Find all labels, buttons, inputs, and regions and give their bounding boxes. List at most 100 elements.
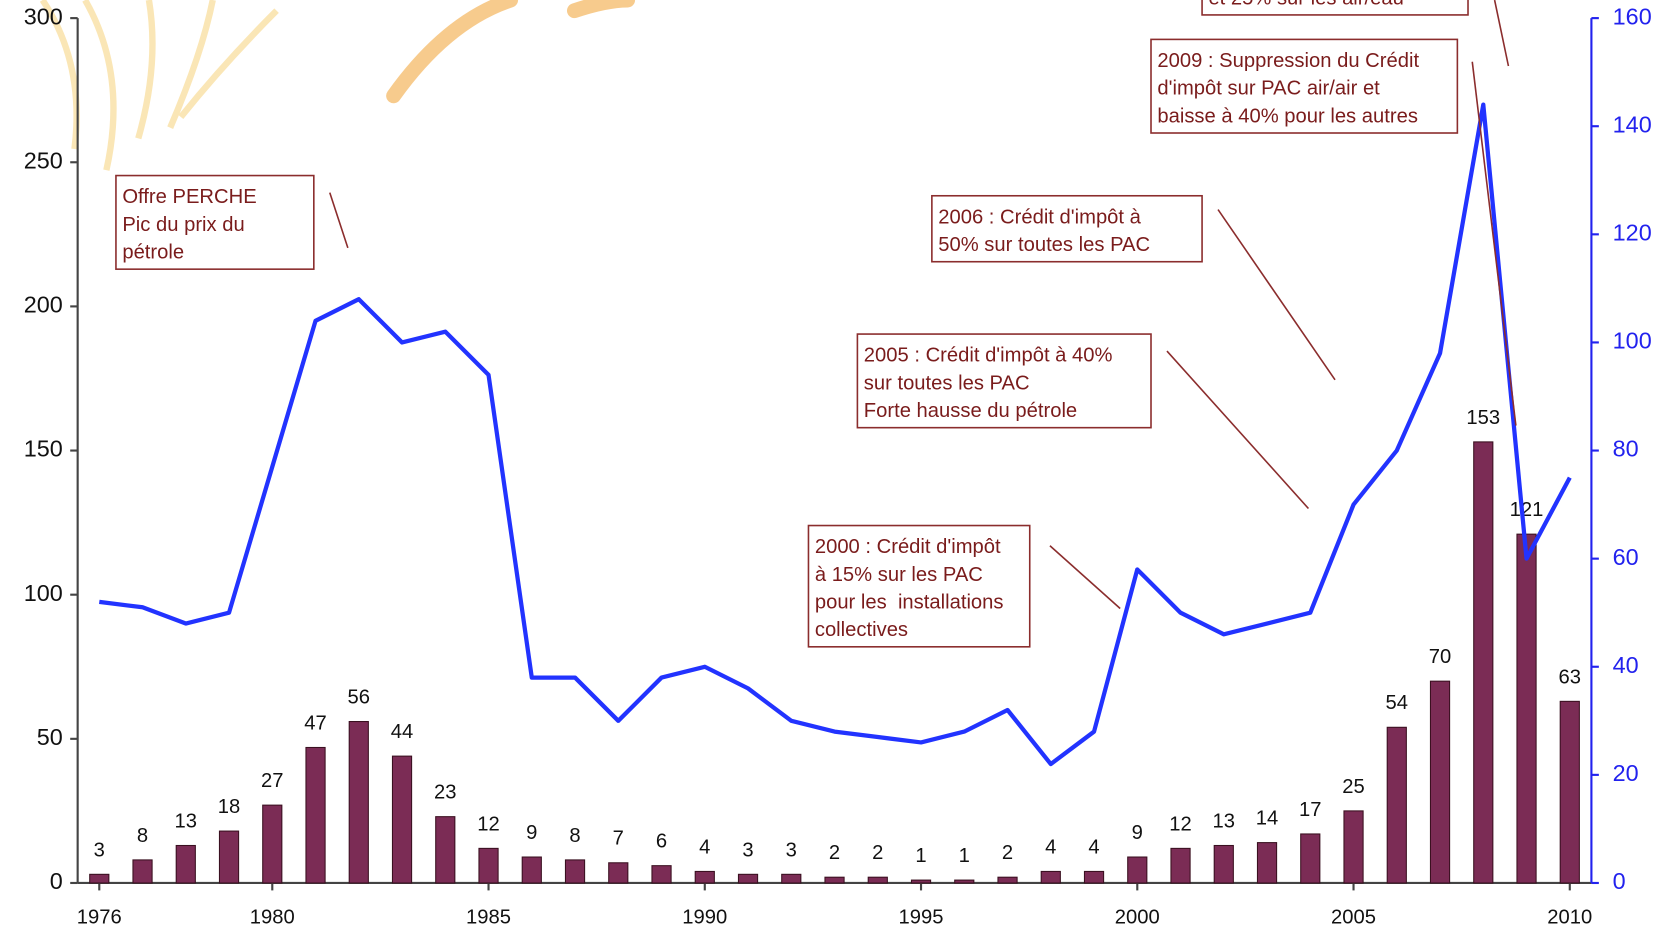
y-tick-label: 100 bbox=[24, 580, 63, 606]
y-tick-label: 300 bbox=[24, 3, 63, 29]
value-label: 9 bbox=[1132, 822, 1143, 844]
leader-line bbox=[1472, 62, 1516, 426]
value-label: 7 bbox=[613, 828, 624, 850]
value-label: 3 bbox=[742, 839, 753, 861]
bar bbox=[263, 805, 282, 883]
value-label: 25 bbox=[1342, 776, 1364, 798]
x-tick-label: 2000 bbox=[1115, 906, 1160, 928]
y2-tick-label: 100 bbox=[1613, 328, 1652, 354]
leader-line bbox=[1495, 0, 1509, 66]
bar bbox=[219, 831, 238, 883]
bar bbox=[911, 880, 930, 883]
y2-tick-label: 40 bbox=[1613, 652, 1639, 678]
value-label: 47 bbox=[304, 712, 326, 734]
value-label: 13 bbox=[1213, 810, 1235, 832]
bar bbox=[1344, 811, 1363, 883]
annotation-text: collectives bbox=[815, 619, 908, 641]
bar bbox=[1301, 834, 1320, 883]
annotation-text: et 25% sur les air/eau bbox=[1208, 0, 1403, 9]
value-label: 8 bbox=[137, 825, 148, 847]
y-tick-label: 50 bbox=[37, 724, 63, 750]
x-tick-label: 1976 bbox=[77, 906, 122, 928]
bar bbox=[695, 871, 714, 883]
bar bbox=[436, 817, 455, 883]
bar bbox=[1214, 845, 1233, 882]
value-label: 17 bbox=[1299, 799, 1321, 821]
leader-line bbox=[1218, 210, 1335, 380]
bar bbox=[133, 860, 152, 883]
value-label: 3 bbox=[786, 839, 797, 861]
bar bbox=[955, 880, 974, 883]
y-tick-label: 150 bbox=[24, 436, 63, 462]
value-label: 8 bbox=[569, 825, 580, 847]
bar bbox=[998, 877, 1017, 883]
value-label: 9 bbox=[526, 822, 537, 844]
value-label: 4 bbox=[1088, 836, 1099, 858]
bar bbox=[1560, 701, 1579, 883]
leader-line bbox=[1167, 351, 1308, 508]
value-label: 4 bbox=[1045, 836, 1056, 858]
x-tick-label: 2010 bbox=[1547, 906, 1592, 928]
line bbox=[99, 105, 1570, 764]
bar bbox=[1171, 848, 1190, 883]
value-label: 12 bbox=[477, 813, 499, 835]
bar bbox=[825, 877, 844, 883]
chart: 0501001502002503000204060801001201401601… bbox=[0, 0, 1668, 933]
bar bbox=[522, 857, 541, 883]
decoration bbox=[43, 0, 628, 170]
annotation-text: Forte hausse du pétrole bbox=[864, 400, 1077, 422]
annotation-text: 2009 : Suppression du Crédit bbox=[1157, 50, 1419, 72]
bar bbox=[479, 848, 498, 883]
value-label: 2 bbox=[872, 842, 883, 864]
annotation-text: pour les installations bbox=[815, 592, 1004, 614]
y2-tick-label: 20 bbox=[1613, 760, 1639, 786]
value-label: 4 bbox=[699, 836, 710, 858]
value-label: 44 bbox=[391, 721, 413, 743]
value-label: 27 bbox=[261, 770, 283, 792]
value-label: 14 bbox=[1256, 808, 1278, 830]
value-label: 2 bbox=[1002, 842, 1013, 864]
bar bbox=[1387, 727, 1406, 883]
value-label: 1 bbox=[959, 845, 970, 867]
annotation: 2000 : Crédit d'impôtà 15% sur les PACpo… bbox=[808, 526, 1120, 647]
value-label: 3 bbox=[94, 839, 105, 861]
x-tick-label: 1985 bbox=[466, 906, 511, 928]
annotation-text: pétrole bbox=[122, 242, 184, 264]
value-label: 153 bbox=[1466, 407, 1500, 429]
bar bbox=[1430, 681, 1449, 883]
x-tick-label: 1990 bbox=[682, 906, 727, 928]
y2-tick-label: 160 bbox=[1613, 3, 1652, 29]
bar bbox=[609, 863, 628, 883]
bar bbox=[565, 860, 584, 883]
value-label: 2 bbox=[829, 842, 840, 864]
value-label: 121 bbox=[1510, 499, 1544, 521]
bar bbox=[90, 874, 109, 883]
bar bbox=[738, 874, 757, 883]
annotation-text: d'impôt sur PAC air/air et bbox=[1157, 78, 1380, 100]
value-label: 12 bbox=[1169, 813, 1191, 835]
annotation-text: 2005 : Crédit d'impôt à 40% bbox=[864, 345, 1113, 367]
value-label: 63 bbox=[1559, 666, 1581, 688]
y2-tick-label: 80 bbox=[1613, 436, 1639, 462]
annotation-text: baisse à 40% pour les autres bbox=[1157, 105, 1418, 127]
annotation-text: 2000 : Crédit d'impôt bbox=[815, 536, 1001, 558]
bar bbox=[1084, 871, 1103, 883]
bar bbox=[1257, 843, 1276, 883]
x-tick-label: 2005 bbox=[1331, 906, 1376, 928]
bar bbox=[306, 747, 325, 882]
annotation-text: Offre PERCHE bbox=[122, 186, 256, 208]
value-label: 1 bbox=[915, 845, 926, 867]
leader-line bbox=[1050, 546, 1120, 609]
bar bbox=[782, 874, 801, 883]
bar bbox=[1128, 857, 1147, 883]
bar bbox=[349, 722, 368, 883]
annotation-text: 2006 : Crédit d'impôt à bbox=[938, 206, 1141, 228]
bar bbox=[176, 845, 195, 882]
value-label: 18 bbox=[218, 796, 240, 818]
bar bbox=[392, 756, 411, 883]
y2-tick-label: 0 bbox=[1613, 868, 1626, 894]
annotation-text: sur toutes les PAC bbox=[864, 372, 1030, 394]
bar bbox=[652, 866, 671, 883]
value-label: 70 bbox=[1429, 646, 1451, 668]
